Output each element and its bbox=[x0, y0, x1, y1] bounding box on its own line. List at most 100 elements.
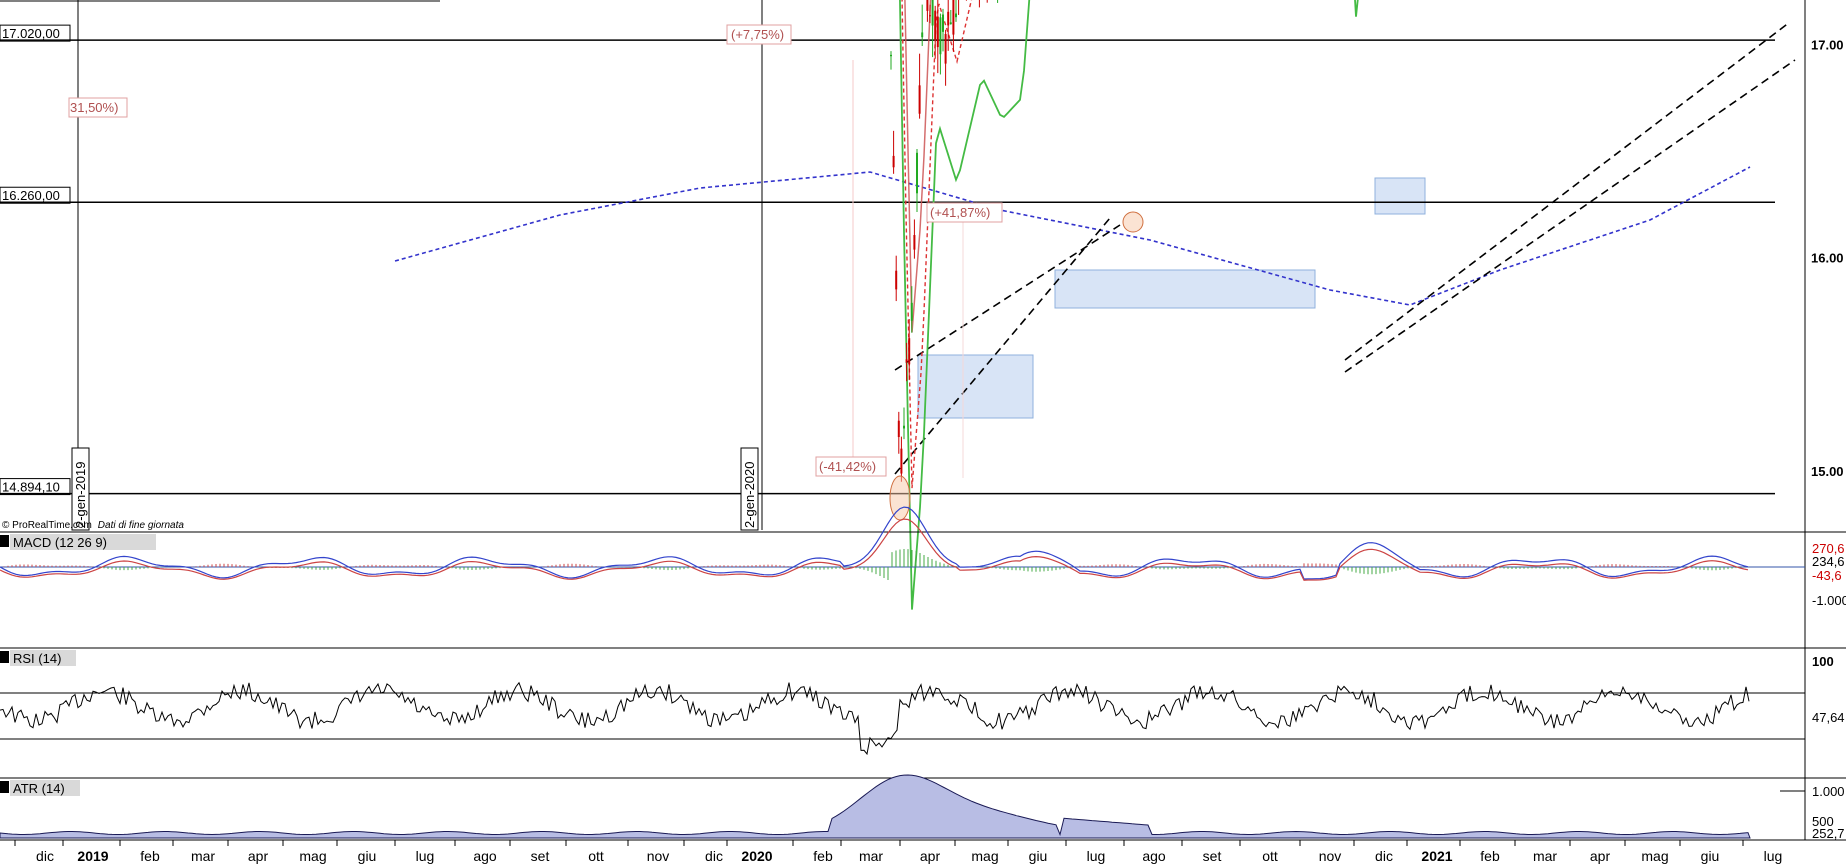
candle-body bbox=[895, 270, 898, 290]
candle-body bbox=[926, 0, 929, 11]
x-axis-label: apr bbox=[248, 848, 269, 864]
atr-title-swatch bbox=[0, 781, 9, 793]
macd-label-1: 270,6 bbox=[1812, 541, 1845, 556]
x-axis-label: feb bbox=[1480, 848, 1500, 864]
candle-body bbox=[905, 359, 908, 363]
x-axis-label: mag bbox=[1641, 848, 1668, 864]
x-axis-label: mar bbox=[859, 848, 883, 864]
x-axis-label: mag bbox=[971, 848, 998, 864]
support-line bbox=[899, 0, 1359, 610]
candle-body bbox=[949, 22, 952, 25]
candle-body bbox=[931, 0, 934, 26]
level-label-box bbox=[0, 478, 71, 496]
candle-body bbox=[944, 33, 947, 64]
x-axis-label: ago bbox=[1142, 848, 1166, 864]
marker-box-2019 bbox=[71, 447, 90, 531]
atr-label-3: 252,7 bbox=[1812, 826, 1845, 841]
marker-label-2020: 2-gen-2020 bbox=[742, 462, 757, 529]
channel-line bbox=[894, 217, 1111, 475]
consolidation-box bbox=[1374, 177, 1426, 215]
x-axis-label: dic bbox=[1375, 848, 1393, 864]
candle-body bbox=[918, 85, 921, 114]
marker-label-2019: 2-gen-2019 bbox=[73, 462, 88, 529]
x-axis-label: dic bbox=[36, 848, 54, 864]
x-axis-label: 2019 bbox=[77, 848, 108, 864]
gain-2020-label: (+7,75%) bbox=[731, 27, 784, 42]
atr-title-box bbox=[10, 780, 80, 796]
x-axis-label: lug bbox=[1764, 848, 1783, 864]
level-lines bbox=[0, 39, 1775, 495]
consolidation-box bbox=[917, 354, 1034, 419]
candle-body bbox=[913, 235, 916, 250]
summer-high-marker bbox=[1122, 211, 1144, 233]
candle-body bbox=[921, 32, 924, 38]
recovery-label: (+41,87%) bbox=[930, 205, 990, 220]
candle-body bbox=[900, 448, 903, 474]
x-axis-label: giu bbox=[358, 848, 377, 864]
consolidation-boxes bbox=[917, 177, 1426, 419]
macd-label-2: 234,6 bbox=[1812, 554, 1845, 569]
trend-lines bbox=[394, 21, 1796, 478]
candle-body bbox=[892, 155, 895, 168]
macd-label-4: -1.000 bbox=[1812, 593, 1846, 608]
rsi-label-2: 47,64 bbox=[1812, 710, 1845, 725]
channel-line bbox=[1344, 59, 1796, 373]
macd-title-swatch bbox=[0, 535, 9, 547]
rsi-plot bbox=[0, 681, 1750, 756]
candle-body bbox=[929, 15, 931, 17]
x-axis-label: feb bbox=[813, 848, 833, 864]
right-axis-tick: 17.00 bbox=[1811, 37, 1844, 52]
crash-low-marker bbox=[889, 475, 911, 521]
x-axis-label: lug bbox=[1087, 848, 1106, 864]
x-axis-label: mar bbox=[1533, 848, 1557, 864]
x-axis-label: apr bbox=[1590, 848, 1611, 864]
candle-body bbox=[897, 420, 900, 438]
x-axis-label: ott bbox=[588, 848, 604, 864]
candle-body bbox=[910, 302, 913, 321]
prior-partial-box bbox=[68, 97, 128, 118]
x-axis-label: mar bbox=[191, 848, 215, 864]
x-axis-label: giu bbox=[1029, 848, 1048, 864]
x-axis-label: dic bbox=[705, 848, 723, 864]
x-axis-label: giu bbox=[1701, 848, 1720, 864]
price-candles bbox=[890, 0, 999, 482]
candle-body bbox=[942, 14, 944, 32]
prior-partial-label: 31,50%) bbox=[70, 100, 118, 115]
watermark: © ProRealTime.com Dati di fine giornata bbox=[2, 520, 184, 531]
atr-area bbox=[0, 774, 1751, 839]
recovery-box bbox=[926, 202, 1003, 223]
x-axis-label: 2021 bbox=[1421, 848, 1452, 864]
long-trend-line bbox=[394, 166, 1751, 306]
right-axis-tick: 16.00 bbox=[1811, 251, 1844, 266]
level-label: 16.260,00 bbox=[2, 188, 60, 203]
macd-line bbox=[0, 506, 1749, 580]
candle-body bbox=[939, 17, 942, 55]
atr-label-1: 1.000 bbox=[1812, 784, 1845, 799]
candle-body bbox=[936, 16, 939, 48]
rsi-title-swatch bbox=[0, 651, 9, 663]
marker-box-2020 bbox=[740, 447, 759, 531]
gain-2020-box bbox=[726, 24, 792, 45]
channel-line bbox=[1344, 21, 1791, 361]
level-label: 17.020,00 bbox=[2, 26, 60, 41]
rsi-title: RSI (14) bbox=[13, 651, 61, 666]
x-axis-labels: dic 2019 feb mar apr mag giu lug ago set ott nov dic… bbox=[14, 840, 1783, 864]
x-axis-label: apr bbox=[920, 848, 941, 864]
candle-body bbox=[947, 11, 950, 26]
resistance-line bbox=[904, 0, 932, 333]
rsi-line bbox=[0, 681, 1750, 756]
indicator-bands bbox=[899, 0, 1359, 610]
atr-plot bbox=[0, 774, 1805, 839]
x-axis-label: mag bbox=[299, 848, 326, 864]
rsi-label-1: 100 bbox=[1812, 654, 1834, 669]
candle-body bbox=[903, 425, 905, 429]
atr-label-2: 500 bbox=[1812, 814, 1834, 829]
x-axis-label: nov bbox=[647, 848, 670, 864]
candle-body bbox=[955, 13, 957, 18]
candle-body bbox=[952, 0, 955, 35]
right-axis-labels: 26.0025.4025.2125.0924.0023.0022.4722.00… bbox=[1811, 37, 1844, 479]
x-axis-label: set bbox=[1203, 848, 1222, 864]
x-axis-label: 2020 bbox=[741, 848, 772, 864]
candle-body bbox=[890, 54, 892, 57]
